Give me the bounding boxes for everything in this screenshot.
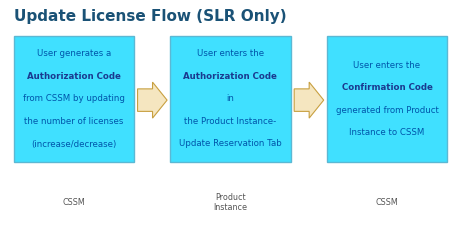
Text: Confirmation Code: Confirmation Code	[341, 83, 433, 92]
Text: CSSM: CSSM	[63, 198, 85, 207]
Text: Authorization Code: Authorization Code	[183, 72, 277, 81]
Text: CSSM: CSSM	[376, 198, 399, 207]
Text: Product
Instance: Product Instance	[214, 193, 247, 212]
Text: Update Reservation Tab: Update Reservation Tab	[179, 140, 282, 148]
FancyArrow shape	[138, 82, 167, 118]
FancyArrow shape	[294, 82, 324, 118]
Text: generated from Product: generated from Product	[336, 106, 439, 115]
FancyBboxPatch shape	[327, 36, 447, 162]
Text: User enters the: User enters the	[197, 50, 264, 58]
FancyBboxPatch shape	[14, 36, 134, 162]
Text: Update License Flow (SLR Only): Update License Flow (SLR Only)	[14, 9, 286, 24]
Text: Instance to CSSM: Instance to CSSM	[349, 128, 425, 137]
FancyBboxPatch shape	[170, 36, 291, 162]
Text: Authorization Code: Authorization Code	[27, 72, 121, 81]
Text: User enters the: User enters the	[354, 61, 420, 70]
Text: User generates a: User generates a	[37, 50, 111, 58]
Text: the number of licenses: the number of licenses	[24, 117, 123, 126]
Text: in: in	[227, 94, 234, 104]
Text: from CSSM by updating: from CSSM by updating	[23, 94, 125, 104]
Text: (increase/decrease): (increase/decrease)	[31, 140, 116, 148]
Text: the Product Instance-: the Product Instance-	[184, 117, 276, 126]
